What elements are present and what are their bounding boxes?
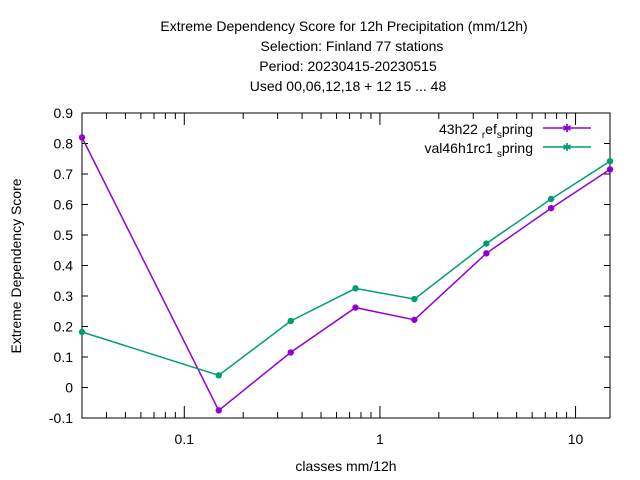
y-tick-label-5: 0.4 — [54, 258, 74, 274]
x-tick-label-1: 1 — [376, 431, 384, 447]
series-1-point-7 — [606, 157, 614, 165]
legend-label-0: 43h22 refspring — [439, 121, 533, 141]
series-line-1 — [81, 160, 611, 377]
x-tick-label-0: 0.1 — [175, 431, 195, 447]
legend: 43h22 refspring ✱ val46h1rc1 spring ✱ — [424, 121, 591, 160]
y-tick-label-7: 0.6 — [54, 197, 74, 213]
x-tick-label-2: 10 — [568, 431, 584, 447]
series-1-point-0 — [78, 328, 86, 336]
y-tick-label-8: 0.7 — [54, 166, 74, 182]
legend-label-0-sub1: r — [482, 130, 486, 141]
y-tick-label-6: 0.5 — [54, 227, 74, 243]
series-1-point-5 — [483, 240, 490, 247]
x-axis-label: classes mm/12h — [295, 458, 396, 474]
series-0-point-1 — [215, 407, 222, 414]
legend-label-0-sub2: s — [497, 130, 502, 141]
x-axis: 0.1 1 10 — [105, 113, 584, 447]
chart-title-line-3: Period: 20230415-20230515 — [259, 58, 437, 74]
series-0-point-0 — [78, 134, 86, 141]
y-axis: -0.1 0 0.1 0.2 0.3 0.4 0.5 0.6 0.7 0.8 0.9 — [49, 105, 610, 426]
series-0-point-4 — [411, 316, 418, 323]
series-1-point-4 — [411, 295, 418, 303]
legend-marker-1: ✱ — [562, 142, 571, 154]
series-0-point-3 — [352, 304, 359, 311]
legend-label-0-mid: ef — [485, 121, 497, 137]
y-tick-label-4: 0.3 — [54, 288, 74, 304]
series-1-point-3 — [352, 285, 359, 292]
series-0-point-5 — [483, 250, 490, 257]
series-line-0 — [81, 137, 611, 412]
plot-frame — [81, 112, 611, 419]
series-0-point-2 — [287, 349, 294, 356]
legend-marker-0: ✱ — [562, 123, 571, 135]
chart-title-line-4: Used 00,06,12,18 + 12 15 ... 48 — [250, 78, 447, 94]
chart-title-line-2: Selection: Finland 77 stations — [261, 38, 444, 54]
legend-label-1-end: pring — [502, 140, 533, 156]
legend-label-1-sub1: s — [497, 149, 502, 160]
series-0-point-6 — [547, 204, 555, 212]
legend-label-0-end: pring — [502, 121, 533, 137]
y-tick-label-9: 0.8 — [54, 136, 74, 152]
legend-label-1: val46h1rc1 spring — [424, 140, 533, 160]
series-0-point-7 — [606, 166, 614, 173]
y-tick-label-0: -0.1 — [49, 410, 73, 426]
series-1-point-2 — [287, 317, 294, 325]
series-layer — [78, 134, 614, 414]
y-axis-label: Extreme Dependency Score — [8, 178, 24, 353]
y-tick-label-1: 0 — [65, 380, 73, 396]
legend-label-1-main: val46h1rc1 — [424, 140, 493, 156]
y-tick-label-3: 0.2 — [54, 319, 74, 335]
y-tick-label-2: 0.1 — [54, 349, 74, 365]
y-tick-label-10: 0.9 — [54, 105, 74, 121]
series-1-point-6 — [547, 195, 555, 203]
legend-label-0-main: 43h22 — [439, 121, 478, 137]
chart-title-line-1: Extreme Dependency Score for 12h Precipi… — [160, 18, 527, 34]
series-1-point-1 — [215, 372, 222, 379]
